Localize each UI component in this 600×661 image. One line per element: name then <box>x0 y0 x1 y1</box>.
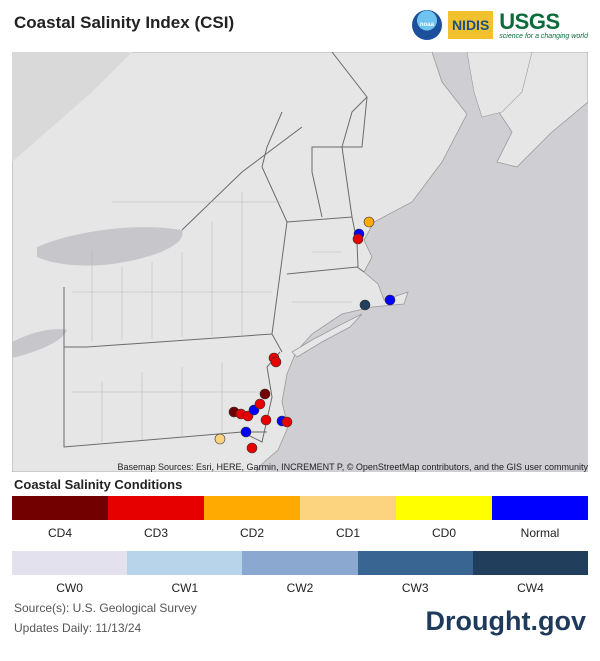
brand: Drought.gov <box>425 606 586 636</box>
county-borders <box>72 192 352 442</box>
legend-label: Normal <box>520 526 560 540</box>
legend-swatch <box>472 551 589 575</box>
legend-swatch <box>242 551 358 575</box>
legend-label: CW3 <box>401 581 429 595</box>
legend-label: CW4 <box>517 581 544 595</box>
noaa-logo: noaa <box>411 10 442 40</box>
usgs-name: USGS <box>499 8 560 34</box>
legend-swatch <box>108 496 204 520</box>
legend-item: CD1 <box>300 496 396 540</box>
legend-label: CD0 <box>431 526 456 540</box>
legend-swatch <box>127 551 243 575</box>
legend-swatch <box>492 496 588 520</box>
legend-item: CW2 <box>242 551 358 595</box>
lake-erie <box>12 329 67 358</box>
legend-item: Normal <box>492 496 588 540</box>
legend-label: CW0 <box>56 581 83 595</box>
land <box>12 52 468 472</box>
legend-swatch <box>357 551 473 575</box>
legend-item: CD3 <box>108 496 204 540</box>
legend-swatch <box>204 496 300 520</box>
usgs-logo: USGS science for a changing world <box>499 8 588 40</box>
map[interactable] <box>12 52 588 472</box>
long-island <box>291 313 363 358</box>
source: Source(s): U.S. Geological Survey <box>14 601 197 615</box>
logos: noaa NIDIS USGS science for a changing w… <box>411 8 588 40</box>
legend-item: CW1 <box>127 551 243 595</box>
legend-swatch <box>12 496 108 520</box>
legend-swatch <box>300 496 396 520</box>
legend-wet: CW0 CW1 CW2 CW3 CW4 <box>12 551 589 595</box>
legend-label: CD3 <box>143 526 168 540</box>
legend-dry: CD4 CD3 CD2 CD1 CD0 Normal <box>12 496 588 540</box>
updates: Updates Daily: 11/13/24 <box>14 621 142 635</box>
legend-label: CD4 <box>47 526 72 540</box>
legend-item: CW3 <box>357 551 473 595</box>
sites <box>214 216 396 454</box>
usgs-tagline: science for a changing world <box>499 32 588 40</box>
nidis-logo: NIDIS <box>447 11 494 39</box>
lake-ontario <box>37 227 183 266</box>
legend-label: CW2 <box>286 581 314 595</box>
map-attribution: Basemap Sources: Esri, HERE, Garmin, INC… <box>117 462 588 472</box>
land-nb <box>466 52 533 118</box>
legend-swatch <box>12 551 128 575</box>
legend-title: Coastal Salinity Conditions <box>14 477 183 492</box>
legend-swatch <box>396 496 492 520</box>
legend-item: CW0 <box>12 551 128 595</box>
title: Coastal Salinity Index (CSI) <box>14 13 235 32</box>
canada-shade <box>12 52 132 162</box>
legend-item: CW4 <box>472 551 589 595</box>
legend-label: CD1 <box>335 526 360 540</box>
legend-label: CD2 <box>239 526 264 540</box>
legend-item: CD4 <box>12 496 108 540</box>
legend-item: CD2 <box>204 496 300 540</box>
legend-label: CW1 <box>171 581 199 595</box>
legend-item: CD0 <box>396 496 492 540</box>
